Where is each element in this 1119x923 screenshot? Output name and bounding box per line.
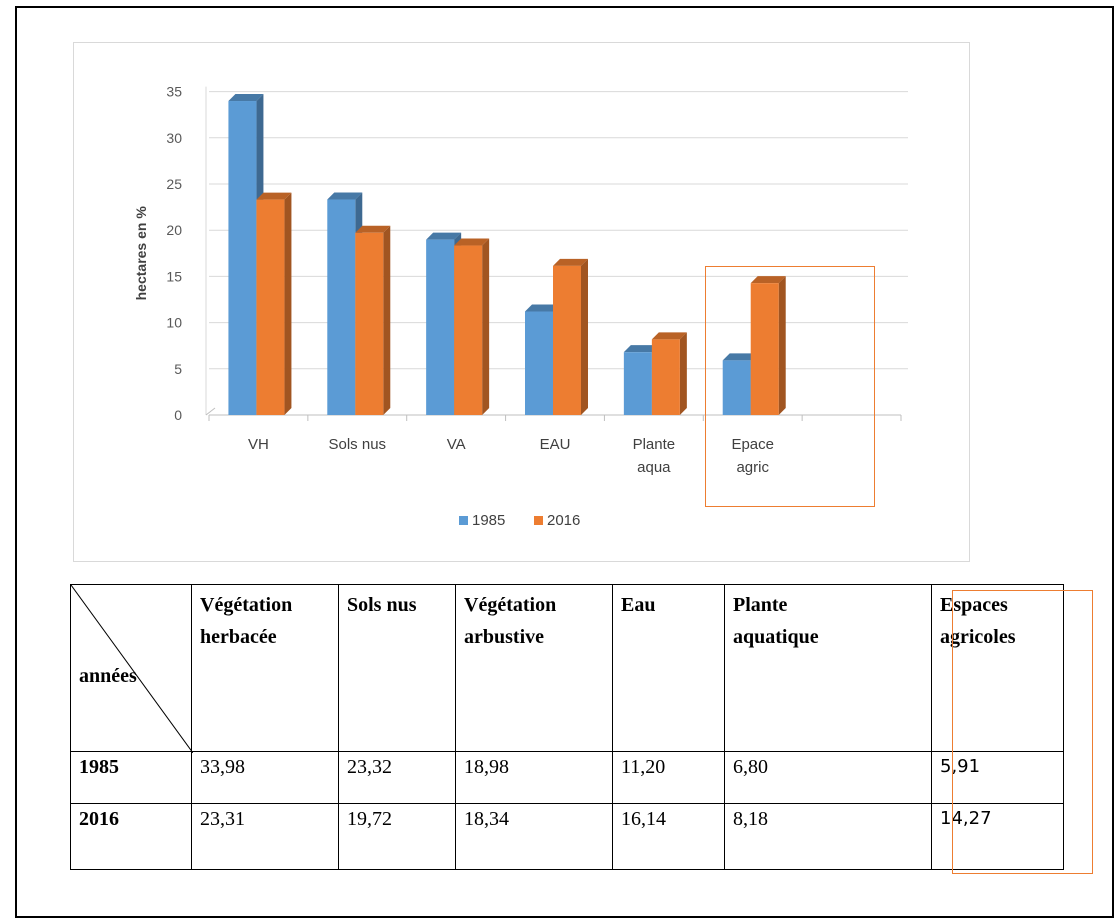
x-tick-label: VH (248, 436, 269, 453)
table-highlight-box (952, 590, 1093, 874)
header-line: aquatique (733, 626, 819, 648)
header-sols-nus: Sols nus (338, 584, 456, 752)
x-tick-label: agric (736, 459, 769, 476)
legend-swatch-2016 (534, 516, 543, 525)
bar-2016 (355, 232, 384, 415)
bar-1985 (426, 239, 455, 415)
bar-top (355, 225, 391, 233)
corner-cell: années (70, 584, 193, 753)
legend-label: 1985 (472, 512, 505, 529)
table-cell: 18,34 (455, 803, 613, 870)
table-header-row: années Végétation herbacée Sols nus Végé… (70, 584, 1064, 753)
bar-2016 (750, 283, 779, 415)
corner-diagonal (71, 585, 193, 753)
bar-2016 (553, 265, 581, 415)
bar-top (722, 353, 758, 361)
bar-1985 (327, 199, 356, 415)
header-vegetation-herbacee: Végétation herbacée (191, 584, 339, 752)
row-year: 2016 (70, 803, 192, 870)
table-cell: 5,91 (931, 751, 1064, 804)
bar-top (651, 332, 687, 340)
bar-top (454, 238, 490, 246)
header-vegetation-arbustive: Végétation arbustive (455, 584, 613, 752)
table-cell: 23,31 (191, 803, 339, 870)
bar-1985 (623, 352, 652, 415)
bar-chart: 0 5 10 15 20 25 30 35 VH Sols nus VA EAU Plante aqua E… (133, 84, 908, 529)
table-cell: 11,20 (612, 751, 725, 804)
x-tick-label: Epace (731, 436, 774, 453)
bar-2016 (256, 199, 285, 415)
y-tick-label: 35 (166, 84, 182, 100)
bar-1985 (525, 311, 553, 415)
legend-swatch-1985 (459, 516, 468, 525)
bar-side (679, 332, 687, 415)
x-tick-label: EAU (540, 436, 571, 453)
y-tick-label: 25 (166, 176, 182, 192)
bar-top (327, 192, 363, 200)
y-tick-label: 30 (166, 130, 182, 146)
bar-2016 (651, 339, 680, 415)
bar-top (426, 232, 462, 240)
table-row: 1985 33,98 23,32 18,98 11,20 6,80 5,91 (70, 751, 1064, 804)
header-line: herbacée (200, 626, 277, 648)
corner-label: années (79, 665, 137, 687)
bar-side (581, 258, 588, 415)
table-cell: 8,18 (724, 803, 932, 870)
x-tick-label: Plante (633, 436, 676, 453)
header-line: Végétation (200, 594, 293, 616)
bar-side (482, 238, 490, 415)
bar-top (525, 304, 560, 312)
x-tick-label: aqua (637, 459, 671, 476)
bar-top (553, 258, 588, 266)
table-cell: 33,98 (191, 751, 339, 804)
header-espaces-agricoles: Espaces agricoles (931, 584, 1064, 752)
bar-top (750, 276, 786, 284)
data-table: années Végétation herbacée Sols nus Végé… (70, 584, 1064, 870)
y-axis-title: hectares en % (133, 206, 149, 301)
header-line: Eau (621, 594, 656, 616)
header-line: Espaces (940, 594, 1008, 616)
table-cell: 19,72 (338, 803, 456, 870)
x-tick-label: VA (447, 436, 466, 453)
y-tick-label: 5 (174, 361, 182, 377)
table-cell: 6,80 (724, 751, 932, 804)
table-cell: 14,27 (931, 803, 1064, 870)
bar-1985 (722, 360, 751, 415)
legend-label: 2016 (547, 512, 580, 529)
bar-side (383, 225, 391, 415)
header-eau: Eau (612, 584, 725, 752)
table-cell: 16,14 (612, 803, 725, 870)
header-line: Plante (733, 594, 788, 616)
header-plante-aquatique: Plante aquatique (724, 584, 932, 752)
floor-edge (205, 407, 216, 416)
table-cell: 18,98 (455, 751, 613, 804)
header-line: Végétation (464, 594, 557, 616)
header-line: arbustive (464, 626, 544, 648)
chart-highlight-box (705, 266, 875, 507)
header-line: Sols nus (347, 594, 417, 616)
bar-1985 (228, 101, 257, 416)
y-tick-label: 10 (166, 315, 182, 331)
bar-top (228, 94, 264, 102)
chart-area: 0 5 10 15 20 25 30 35 VH Sols nus VA EAU Plante aqua E… (73, 42, 970, 562)
bar-side (778, 276, 786, 415)
y-tick-label: 15 (166, 268, 182, 284)
figure-frame (15, 6, 1114, 918)
table-row: 2016 23,31 19,72 18,34 16,14 8,18 14,27 (70, 803, 1064, 870)
row-year: 1985 (70, 751, 192, 804)
bar-top (256, 192, 292, 200)
table-cell: 23,32 (338, 751, 456, 804)
bar-2016 (454, 245, 483, 415)
header-line: agricoles (940, 626, 1016, 648)
x-tick-label: Sols nus (329, 436, 387, 453)
y-tick-label: 20 (166, 222, 182, 238)
y-tick-label: 0 (174, 407, 182, 423)
bar-top (623, 345, 659, 353)
bar-side (284, 192, 292, 415)
